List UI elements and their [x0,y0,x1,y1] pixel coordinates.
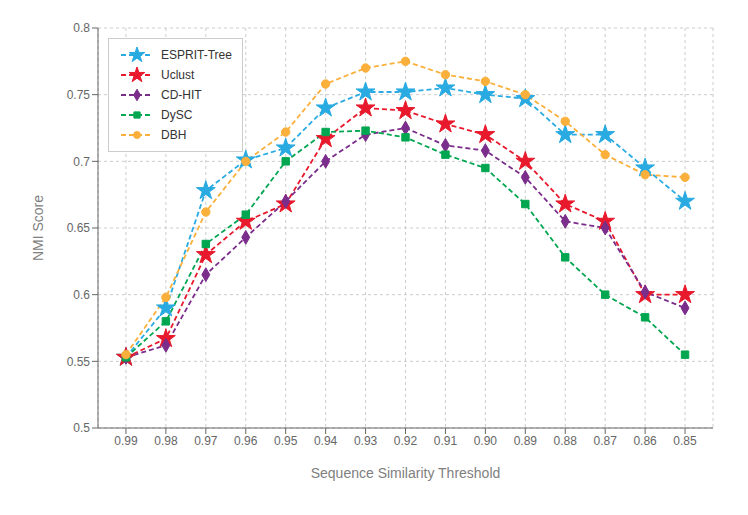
svg-text:0.87: 0.87 [593,434,617,448]
svg-text:0.88: 0.88 [554,434,578,448]
html-text:Uclust: Uclust [161,68,195,82]
svg-text:0.94: 0.94 [314,434,338,448]
svg-text:0.6: 0.6 [73,288,90,302]
svg-text:Sequence Similarity Threshold: Sequence Similarity Threshold [311,465,501,481]
svg-text:0.97: 0.97 [194,434,218,448]
svg-text:0.7: 0.7 [73,155,90,169]
svg-text:0.55: 0.55 [67,355,91,369]
svg-text:0.89: 0.89 [514,434,538,448]
svg-text:0.85: 0.85 [673,434,697,448]
svg-text:0.65: 0.65 [67,221,91,235]
svg-text:0.95: 0.95 [274,434,298,448]
svg-text:NMI Score: NMI Score [30,195,46,261]
html-text:DBH: DBH [161,128,187,142]
svg-text:0.8: 0.8 [73,21,90,35]
svg-text:0.98: 0.98 [154,434,178,448]
svg-text:0.91: 0.91 [434,434,458,448]
html-text:ESPRIT-Tree: ESPRIT-Tree [161,48,232,62]
svg-text:0.5: 0.5 [73,421,90,435]
svg-text:0.92: 0.92 [394,434,418,448]
svg-text:0.96: 0.96 [234,434,258,448]
svg-text:0.90: 0.90 [474,434,498,448]
svg-text:0.86: 0.86 [633,434,657,448]
html-text:CD-HIT: CD-HIT [161,88,202,102]
svg-text:0.75: 0.75 [67,88,91,102]
html-text:DySC: DySC [161,108,193,122]
svg-text:0.93: 0.93 [354,434,378,448]
svg-text:0.99: 0.99 [114,434,138,448]
